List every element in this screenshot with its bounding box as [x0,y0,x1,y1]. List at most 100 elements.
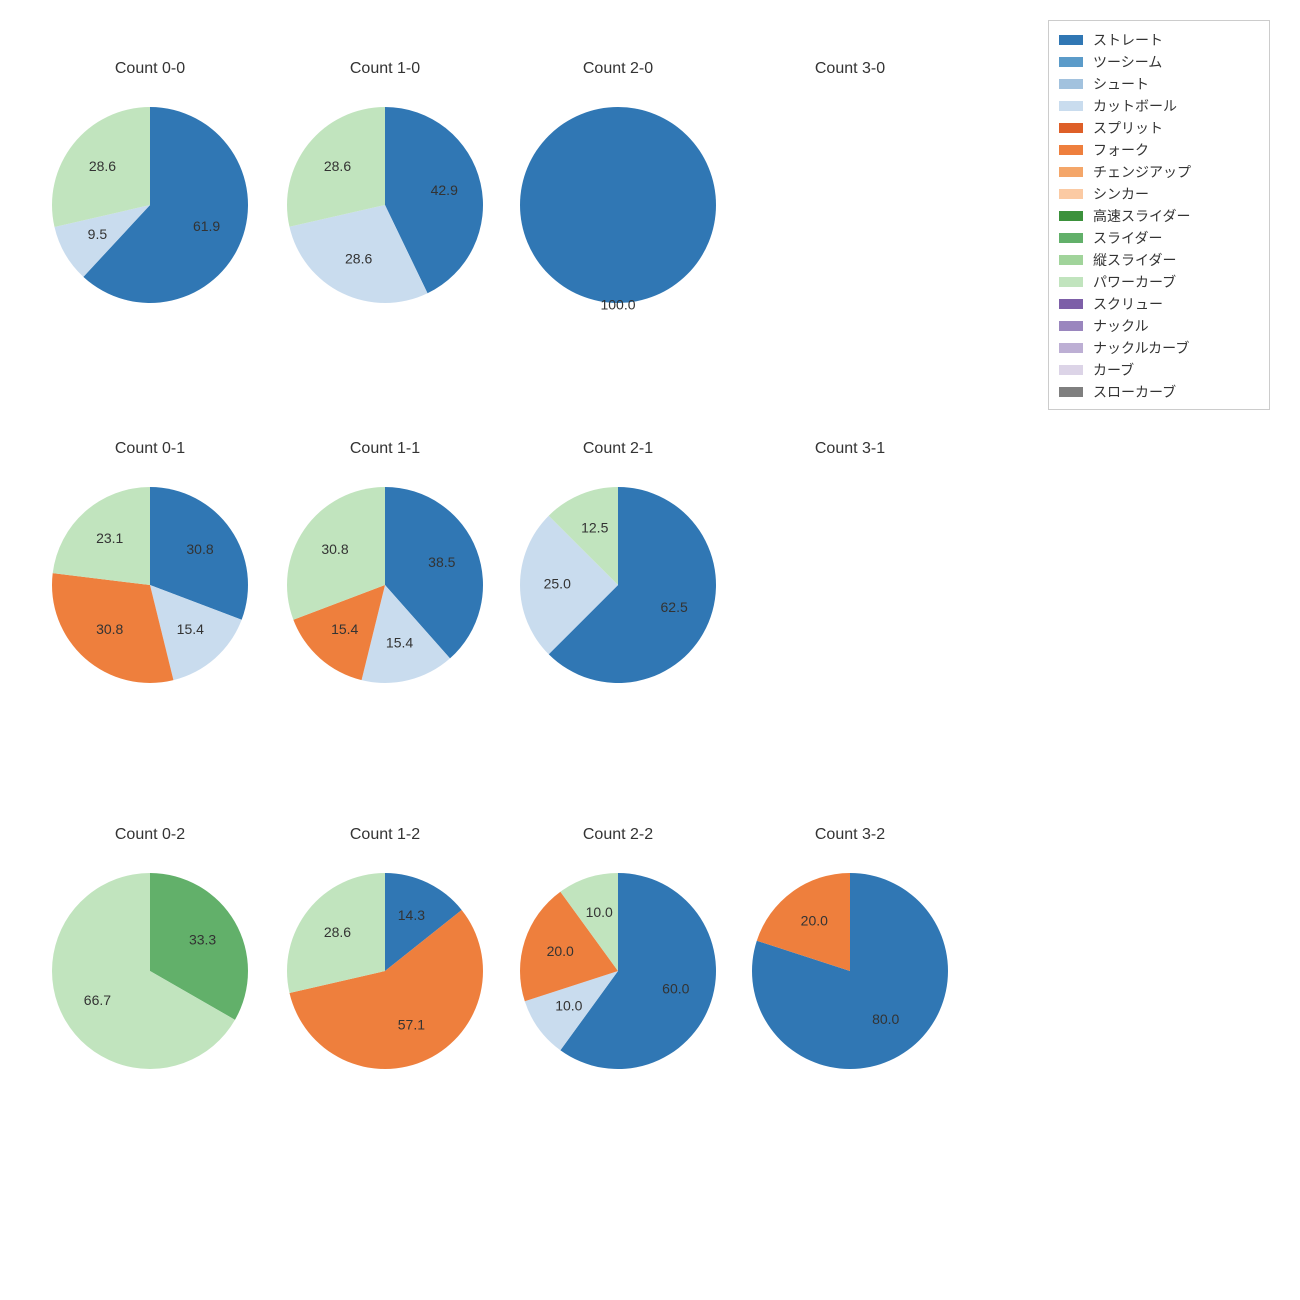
legend-label: スライダー [1093,228,1162,248]
legend-item: フォーク [1059,139,1259,161]
legend-item: チェンジアップ [1059,161,1259,183]
slice-label: 28.6 [324,924,351,940]
pie-c21: Count 2-1 62.5 25.0 12.5 [508,440,728,700]
legend-swatch [1059,387,1083,397]
pie-svg: 62.5 25.0 12.5 [508,470,728,720]
slice-label: 38.5 [428,554,455,570]
legend-label: ナックルカーブ [1093,338,1189,358]
pie-c12: Count 1-2 14.3 57.1 28.6 [275,826,495,1086]
legend-item: ストレート [1059,29,1259,51]
slice-label: 28.6 [345,250,372,266]
slice-label: 14.3 [398,907,425,923]
pie-c00: Count 0-0 61.9 9.5 28.6 [40,60,260,320]
legend-swatch [1059,123,1083,133]
legend-label: スローカーブ [1093,382,1176,402]
legend-label: カットボール [1093,96,1177,116]
legend-item: スローカーブ [1059,381,1259,403]
slice-label: 20.0 [801,913,828,929]
slice-label: 62.5 [661,599,688,615]
slice-label: 60.0 [662,980,689,996]
pie-title: Count 2-0 [508,60,728,78]
slice-label: 15.4 [177,621,204,637]
slice-label: 20.0 [547,943,574,959]
slice-label: 9.5 [88,226,108,242]
legend-swatch [1059,321,1083,331]
legend-swatch [1059,343,1083,353]
legend-item: スプリット [1059,117,1259,139]
slice-label: 66.7 [84,992,111,1008]
legend-label: スクリュー [1093,294,1163,314]
pie-title: Count 1-2 [275,826,495,844]
pie-svg: 14.3 57.1 28.6 [275,856,495,1106]
legend-swatch [1059,211,1083,221]
legend-swatch [1059,189,1083,199]
slice-label: 12.5 [581,520,608,536]
pie-svg: 38.515.415.430.8 [275,470,495,720]
pie-svg: 33.3 66.7 [40,856,260,1106]
legend-item: カーブ [1059,359,1259,381]
slice-label: 23.1 [96,530,123,546]
legend-label: ストレート [1093,30,1163,50]
pie-c31: Count 3-1 [740,440,960,700]
slice-label: 28.6 [324,158,351,174]
pie-c01: Count 0-1 30.8 15.4 30.8 23.1 [40,440,260,700]
pie-svg: 60.010.020.010.0 [508,856,728,1106]
slice-label: 30.8 [321,541,348,557]
legend-swatch [1059,35,1083,45]
pie-title: Count 2-1 [508,440,728,458]
legend-swatch [1059,255,1083,265]
slice-label: 61.9 [193,218,220,234]
pie-title: Count 0-0 [40,60,260,78]
pie-title: Count 3-2 [740,826,960,844]
legend: ストレートツーシームシュートカットボールスプリットフォークチェンジアップシンカー… [1048,20,1270,410]
slice-label: 100.0 [600,296,635,312]
slice-label: 80.0 [872,1011,899,1027]
legend-swatch [1059,79,1083,89]
pie-title: Count 0-1 [40,440,260,458]
slice-label: 33.3 [189,931,216,947]
slice-label: 28.6 [89,158,116,174]
pie-svg: 30.8 15.4 30.8 23.1 [40,470,260,720]
slice-label: 30.8 [96,621,123,637]
pie-c02: Count 0-233.366.7 [40,826,260,1086]
pie-c11: Count 1-138.515.415.430.8 [275,440,495,700]
pie-c22: Count 2-260.010.020.010.0 [508,826,728,1086]
legend-item: ツーシーム [1059,51,1259,73]
slice-label: 57.1 [398,1016,425,1032]
legend-swatch [1059,277,1083,287]
slice-label: 30.8 [186,541,213,557]
legend-label: ナックル [1093,316,1149,336]
pie-svg: 100.0 [508,90,728,340]
legend-item: ナックル [1059,315,1259,337]
pitch-count-pie-grid: Count 0-0 61.9 9.5 28.6 Count 1-0 42.9 28.6 28.… [0,0,1300,1300]
legend-swatch [1059,145,1083,155]
slice-label: 25.0 [544,576,571,592]
legend-item: パワーカーブ [1059,271,1259,293]
pie-c20: Count 2-0 100.0 [508,60,728,320]
legend-label: ツーシーム [1093,52,1162,72]
legend-swatch [1059,233,1083,243]
pie-title: Count 3-0 [740,60,960,78]
legend-swatch [1059,365,1083,375]
pie-title: Count 3-1 [740,440,960,458]
slice-label: 10.0 [586,904,613,920]
legend-item: カットボール [1059,95,1259,117]
legend-label: シンカー [1093,184,1149,204]
legend-item: 高速スライダー [1059,205,1259,227]
legend-item: ナックルカーブ [1059,337,1259,359]
legend-item: シュート [1059,73,1259,95]
legend-label: チェンジアップ [1093,162,1191,182]
legend-swatch [1059,57,1083,67]
legend-label: スプリット [1093,118,1163,138]
pie-c10: Count 1-0 42.9 28.6 28.6 [275,60,495,320]
pie-svg: 42.9 28.6 28.6 [275,90,495,340]
pie-svg: 80.0 20.0 [740,856,960,1106]
legend-label: フォーク [1093,140,1149,160]
pie-title: Count 1-1 [275,440,495,458]
pie-c32: Count 3-2 80.0 20.0 [740,826,960,1086]
legend-item: スクリュー [1059,293,1259,315]
legend-item: 縦スライダー [1059,249,1259,271]
legend-label: カーブ [1093,360,1134,380]
pie-title: Count 1-0 [275,60,495,78]
slice-label: 42.9 [431,182,458,198]
